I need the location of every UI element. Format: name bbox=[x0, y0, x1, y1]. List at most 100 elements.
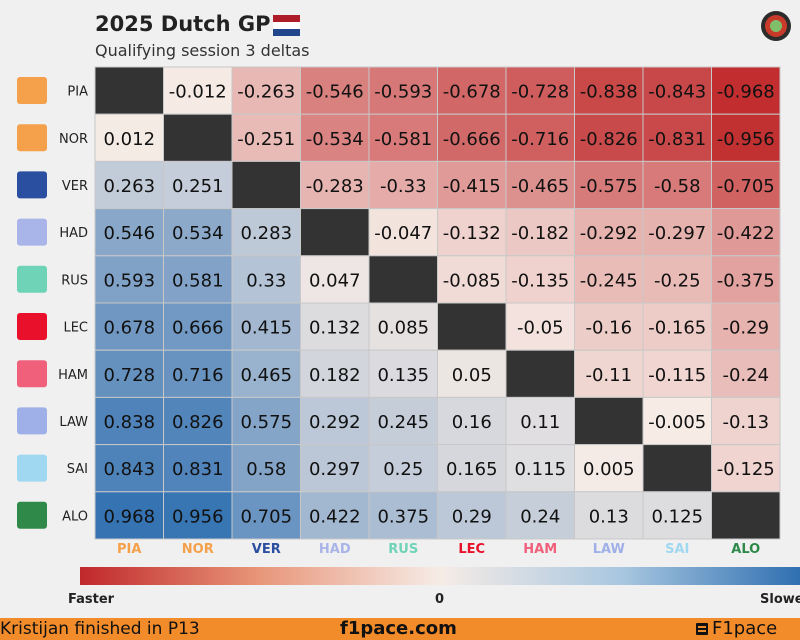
cell-value-label: 0.534 bbox=[172, 223, 224, 244]
column-label: LAW bbox=[593, 542, 625, 557]
column-label: PIA bbox=[117, 542, 141, 557]
legend-zero-label: 0 bbox=[435, 592, 445, 607]
cell-value-label: 0.125 bbox=[651, 506, 703, 527]
cell-value-label: 0.575 bbox=[240, 412, 292, 433]
heatmap-cell bbox=[94, 349, 164, 398]
heatmap-cell bbox=[300, 113, 370, 162]
cell-value-label: -0.58 bbox=[654, 176, 701, 197]
aston-martin-icon bbox=[17, 501, 47, 529]
heatmap-cell bbox=[368, 349, 438, 398]
cell-value-label: 0.012 bbox=[103, 129, 155, 150]
row-label: VER bbox=[62, 179, 88, 194]
heatmap-cell bbox=[163, 396, 233, 446]
heatmap-cell bbox=[505, 208, 575, 257]
heatmap-cell bbox=[505, 491, 575, 540]
heatmap-cell bbox=[574, 113, 644, 162]
heatmap-cell bbox=[574, 444, 644, 493]
row-label: LAW bbox=[59, 415, 88, 430]
cell-value-label: -0.546 bbox=[306, 82, 364, 103]
heatmap-cell bbox=[711, 160, 781, 210]
cell-value-label: -0.24 bbox=[722, 365, 769, 386]
cell-value-label: -0.132 bbox=[443, 223, 501, 244]
legend-slower-label: Slower bbox=[760, 592, 800, 607]
cell-value-label: 0.705 bbox=[240, 506, 292, 527]
cell-value-label: 0.968 bbox=[103, 506, 155, 527]
heatmap-cell bbox=[642, 255, 712, 304]
cell-value-label: -0.125 bbox=[717, 459, 775, 480]
f1pace-logo-icon bbox=[761, 11, 791, 41]
heatmap-cell bbox=[300, 349, 370, 398]
ferrari-icon bbox=[17, 313, 47, 340]
cell-value-label: 0.728 bbox=[103, 365, 155, 386]
heatmap-cell bbox=[300, 444, 370, 493]
cell-value-label: -0.33 bbox=[380, 176, 427, 197]
column-label: HAM bbox=[523, 542, 557, 557]
heatmap-cell bbox=[300, 208, 370, 257]
cell-value-label: 0.465 bbox=[240, 365, 292, 386]
cell-value-label: -0.16 bbox=[585, 318, 632, 339]
heatmap-cell bbox=[574, 349, 644, 398]
cell-value-label: -0.534 bbox=[306, 129, 364, 150]
netherlands-flag-icon bbox=[273, 15, 300, 36]
cell-value-label: 0.58 bbox=[246, 459, 286, 480]
cell-value-label: -0.666 bbox=[443, 129, 501, 150]
page-subtitle: Qualifying session 3 deltas bbox=[95, 41, 310, 60]
heatmap-cell bbox=[505, 255, 575, 304]
cell-value-label: 0.135 bbox=[377, 365, 429, 386]
cell-value-label: 0.297 bbox=[309, 459, 361, 480]
cell-value-label: 0.838 bbox=[103, 412, 155, 433]
cell-value-label: 0.182 bbox=[309, 365, 361, 386]
heatmap-cell bbox=[368, 66, 438, 115]
heatmap-cell bbox=[94, 396, 164, 446]
cell-value-label: 0.005 bbox=[583, 459, 635, 480]
heatmap-cell bbox=[505, 349, 575, 398]
cell-value-label: 0.843 bbox=[103, 459, 155, 480]
heatmap-cell bbox=[574, 302, 644, 351]
heatmap-cell bbox=[437, 444, 507, 493]
cell-value-label: -0.843 bbox=[648, 82, 706, 103]
cell-value-label: 0.581 bbox=[172, 270, 224, 291]
williams-icon bbox=[17, 454, 47, 482]
heatmap-cell bbox=[94, 208, 164, 257]
cell-value-label: -0.012 bbox=[169, 82, 227, 103]
mclaren-icon bbox=[17, 124, 47, 152]
cell-value-label: -0.826 bbox=[580, 129, 638, 150]
red-bull-icon bbox=[17, 171, 47, 199]
cell-value-label: 0.13 bbox=[589, 506, 629, 527]
cell-value-label: 0.283 bbox=[240, 223, 292, 244]
heatmap-cell bbox=[505, 160, 575, 210]
cell-value-label: 0.251 bbox=[172, 176, 224, 197]
racing-bulls-icon bbox=[17, 407, 47, 435]
heatmap-cell bbox=[711, 255, 781, 304]
heatmap-cell bbox=[231, 160, 301, 210]
racing-bulls-icon bbox=[17, 218, 47, 246]
cell-value-label: 0.16 bbox=[452, 412, 492, 433]
heatmap-cell bbox=[231, 302, 301, 351]
cell-value-label: -0.292 bbox=[580, 223, 638, 244]
cell-value-label: -0.705 bbox=[717, 176, 775, 197]
heatmap-cell bbox=[368, 113, 438, 162]
cell-value-label: 0.11 bbox=[520, 412, 560, 433]
cell-value-label: -0.005 bbox=[648, 412, 706, 433]
cell-value-label: -0.838 bbox=[580, 82, 638, 103]
heatmap-cell bbox=[163, 208, 233, 257]
cell-value-label: -0.25 bbox=[654, 270, 701, 291]
cell-value-label: 0.546 bbox=[103, 223, 155, 244]
cell-value-label: 0.25 bbox=[383, 459, 423, 480]
heatmap-cell bbox=[163, 113, 233, 162]
cell-value-label: 0.085 bbox=[377, 318, 429, 339]
column-label: SAI bbox=[665, 542, 689, 557]
row-label: PIA bbox=[67, 85, 88, 100]
cell-value-label: -0.716 bbox=[511, 129, 569, 150]
heatmap-cell bbox=[231, 396, 301, 446]
column-label: ALO bbox=[731, 542, 760, 557]
cell-value-label: -0.956 bbox=[717, 129, 775, 150]
heatmap-cell bbox=[711, 113, 781, 162]
footer-site[interactable]: f1pace.com bbox=[340, 618, 457, 639]
heatmap-cell bbox=[94, 160, 164, 210]
heatmap-cell bbox=[231, 349, 301, 398]
heatmap-cell bbox=[505, 302, 575, 351]
heatmap-cell bbox=[94, 113, 164, 162]
heatmap-cell bbox=[94, 66, 164, 115]
row-label: NOR bbox=[59, 132, 88, 147]
